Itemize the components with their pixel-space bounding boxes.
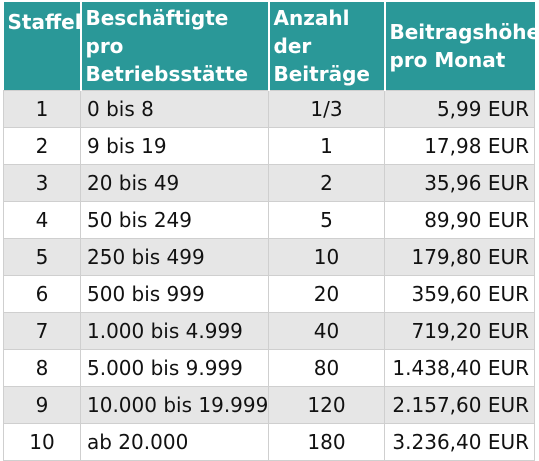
- table-row: 8 5.000 bis 9.999 80 1.438,40 EUR: [3, 349, 535, 387]
- cell-anzahl: 20: [268, 275, 385, 313]
- cell-anzahl: 5: [268, 201, 385, 239]
- cell-staffel: 5: [3, 238, 81, 276]
- cell-beschaeftigte: 50 bis 249: [80, 201, 269, 239]
- cell-beschaeftigte: 250 bis 499: [80, 238, 269, 276]
- header-staffel: Staffel: [3, 2, 82, 91]
- cell-beschaeftigte: 10.000 bis 19.999: [80, 386, 269, 424]
- header-beschaeftigte-line2: Betriebsstätte: [85, 62, 249, 86]
- header-row: Staffel Beschäftigte pro Betriebsstätte …: [3, 2, 535, 91]
- cell-beitrag: 359,60 EUR: [384, 275, 535, 313]
- cell-beitrag: 719,20 EUR: [384, 312, 535, 350]
- table-header: Staffel Beschäftigte pro Betriebsstätte …: [3, 2, 535, 91]
- table-row: 3 20 bis 49 2 35,96 EUR: [3, 164, 535, 202]
- header-anzahl-line1: Anzahl der: [273, 6, 350, 58]
- cell-staffel: 8: [3, 349, 81, 387]
- table-body: 1 0 bis 8 1/3 5,99 EUR 2 9 bis 19 1 17,9…: [3, 90, 535, 461]
- cell-anzahl: 180: [268, 423, 385, 461]
- header-anzahl-line2: Beiträge: [273, 62, 370, 86]
- header-anzahl: Anzahl der Beiträge: [268, 2, 386, 91]
- cell-anzahl: 1: [268, 127, 385, 165]
- cell-anzahl: 1/3: [268, 90, 385, 128]
- table-row: 2 9 bis 19 1 17,98 EUR: [3, 127, 535, 165]
- cell-beschaeftigte: 5.000 bis 9.999: [80, 349, 269, 387]
- table-row: 5 250 bis 499 10 179,80 EUR: [3, 238, 535, 276]
- table-row: 4 50 bis 249 5 89,90 EUR: [3, 201, 535, 239]
- table-row: 1 0 bis 8 1/3 5,99 EUR: [3, 90, 535, 128]
- header-beschaeftigte: Beschäftigte pro Betriebsstätte: [80, 2, 270, 91]
- cell-anzahl: 80: [268, 349, 385, 387]
- cell-staffel: 2: [3, 127, 81, 165]
- cell-beschaeftigte: 20 bis 49: [80, 164, 269, 202]
- header-beitrag: Beitragshöhe pro Monat: [384, 2, 535, 91]
- cell-beitrag: 1.438,40 EUR: [384, 349, 535, 387]
- cell-staffel: 9: [3, 386, 81, 424]
- cell-beitrag: 3.236,40 EUR: [384, 423, 535, 461]
- cell-beschaeftigte: 9 bis 19: [80, 127, 269, 165]
- header-beschaeftigte-line1: Beschäftigte pro: [85, 6, 229, 58]
- header-beitrag-line1: Beitragshöhe: [389, 20, 535, 44]
- cell-anzahl: 120: [268, 386, 385, 424]
- cell-anzahl: 40: [268, 312, 385, 350]
- cell-anzahl: 10: [268, 238, 385, 276]
- cell-beschaeftigte: 0 bis 8: [80, 90, 269, 128]
- cell-staffel: 6: [3, 275, 81, 313]
- table-row: 7 1.000 bis 4.999 40 719,20 EUR: [3, 312, 535, 350]
- cell-beschaeftigte: 1.000 bis 4.999: [80, 312, 269, 350]
- table-row: 9 10.000 bis 19.999 120 2.157,60 EUR: [3, 386, 535, 424]
- table-row: 6 500 bis 999 20 359,60 EUR: [3, 275, 535, 313]
- cell-beschaeftigte: 500 bis 999: [80, 275, 269, 313]
- cell-beschaeftigte: ab 20.000: [80, 423, 269, 461]
- header-beitrag-line2: pro Monat: [389, 48, 506, 72]
- cell-beitrag: 17,98 EUR: [384, 127, 535, 165]
- cell-beitrag: 35,96 EUR: [384, 164, 535, 202]
- cell-anzahl: 2: [268, 164, 385, 202]
- header-staffel-label: Staffel: [7, 10, 81, 34]
- cell-beitrag: 179,80 EUR: [384, 238, 535, 276]
- cell-staffel: 10: [3, 423, 81, 461]
- cell-beitrag: 2.157,60 EUR: [384, 386, 535, 424]
- cell-staffel: 4: [3, 201, 81, 239]
- table-row: 10 ab 20.000 180 3.236,40 EUR: [3, 423, 535, 461]
- cell-beitrag: 89,90 EUR: [384, 201, 535, 239]
- fee-table-container: Staffel Beschäftigte pro Betriebsstätte …: [3, 2, 535, 461]
- cell-beitrag: 5,99 EUR: [384, 90, 535, 128]
- cell-staffel: 3: [3, 164, 81, 202]
- fee-table: Staffel Beschäftigte pro Betriebsstätte …: [3, 2, 535, 461]
- cell-staffel: 7: [3, 312, 81, 350]
- cell-staffel: 1: [3, 90, 81, 128]
